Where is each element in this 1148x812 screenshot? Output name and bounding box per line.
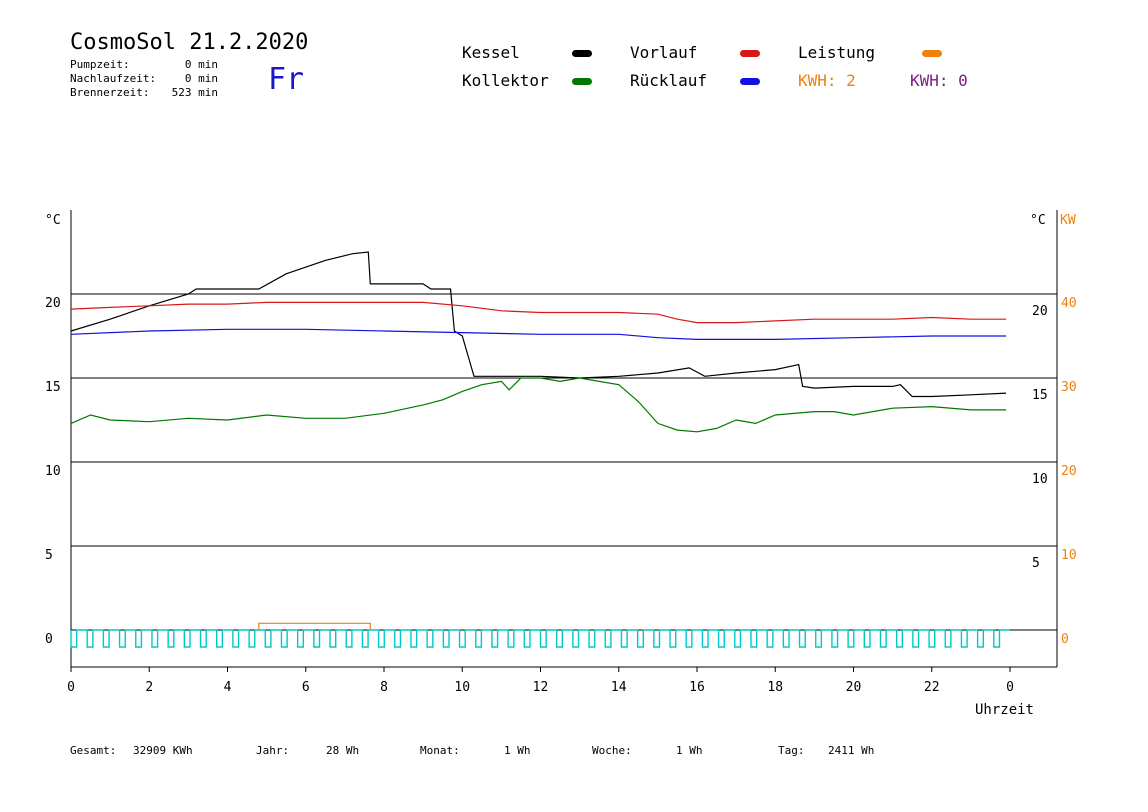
legend-ruecklauf-label: Rücklauf: [630, 71, 708, 90]
x-tick-label-5: 10: [454, 680, 470, 695]
legend-kollektor-label: Kollektor: [462, 71, 549, 90]
kw-label-20: 20: [1061, 464, 1077, 479]
y-right-label-10: 10: [1032, 472, 1048, 487]
y-left-unit: °C: [45, 213, 61, 228]
x-tick-label-7: 14: [611, 680, 627, 695]
x-tick-label-2: 4: [224, 680, 232, 695]
x-tick-label-1: 2: [145, 680, 153, 695]
y-left-label-15: 15: [45, 380, 61, 395]
weekday-label: Fr: [268, 62, 305, 97]
x-tick-label-6: 12: [533, 680, 549, 695]
y-left-label-0: 0: [45, 632, 53, 647]
footer-monat-value: 1 Wh: [504, 744, 531, 757]
stat-pumpzeit-value: 0 min: [184, 58, 218, 71]
x-tick-label-10: 20: [846, 680, 862, 695]
x-tick-label-3: 6: [302, 680, 310, 695]
pump-pulse-wave: [70, 629, 1010, 648]
x-tick-label-4: 8: [380, 680, 388, 695]
chart-axes: [70, 210, 1058, 672]
chart-grid: [71, 293, 1057, 631]
y-right-unit: °C: [1030, 213, 1046, 228]
kw-label-30: 30: [1061, 380, 1077, 395]
footer-jahr-value: 28 Wh: [326, 744, 360, 757]
y-right-label-5: 5: [1032, 556, 1040, 571]
footer-gesamt-value: 32909 KWh: [133, 744, 193, 757]
legend-vorlauf-swatch: [740, 50, 760, 57]
y-right-label-20: 20: [1032, 304, 1048, 319]
x-tick-label-12: 0: [1006, 680, 1014, 695]
x-tick-label-0: 0: [67, 680, 75, 695]
kw-label-0: 0: [1061, 632, 1069, 647]
footer-tag-value: 2411 Wh: [828, 744, 875, 757]
legend-leistung-swatch: [922, 50, 942, 57]
x-tick-label-11: 22: [924, 680, 940, 695]
series-line-kessel: [70, 251, 1007, 398]
kw-unit: KW: [1060, 213, 1076, 228]
footer-gesamt-label: Gesamt:: [70, 744, 117, 757]
pump-pulses: [70, 629, 1010, 648]
footer-monat-label: Monat:: [420, 744, 460, 757]
stat-brennerzeit-label: Brennerzeit:: [70, 86, 150, 99]
chart-series: [70, 251, 1007, 630]
y-left-label-20: 20: [45, 296, 61, 311]
legend-kessel-label: Kessel: [462, 43, 520, 62]
stat-nachlaufzeit-label: Nachlaufzeit:: [70, 72, 157, 85]
legend-kwh-1: KWH: 2: [798, 71, 856, 90]
stat-brennerzeit-value: 523 min: [171, 86, 218, 99]
stat-pumpzeit-label: Pumpzeit:: [70, 58, 130, 71]
series-line-ruecklauf: [70, 328, 1007, 340]
series-line-vorlauf: [70, 301, 1007, 324]
series-line-leistung: [258, 622, 371, 630]
legend-leistung-label: Leistung: [798, 43, 876, 62]
series-line-kollektor: [70, 377, 1007, 433]
chart-labels: 0 2 4 6 8 10 12 14 16 18 20 22 0 0 5 10 15 20 5 10 15 20 0 10 20…: [45, 213, 1077, 718]
footer-woche-value: 1 Wh: [676, 744, 703, 757]
kw-label-40: 40: [1061, 296, 1077, 311]
legend-kessel-swatch: [572, 50, 592, 57]
x-axis-label: Uhrzeit: [975, 702, 1034, 718]
footer-jahr-label: Jahr:: [256, 744, 290, 757]
footer-tag-label: Tag:: [778, 744, 805, 757]
x-tick-label-8: 16: [689, 680, 705, 695]
y-right-label-15: 15: [1032, 388, 1048, 403]
x-tick-label-9: 18: [767, 680, 783, 695]
legend-vorlauf-label: Vorlauf: [630, 43, 698, 62]
legend-kwh-2: KWH: 0: [910, 71, 968, 90]
stat-nachlaufzeit-value: 0 min: [184, 72, 218, 85]
y-left-label-10: 10: [45, 464, 61, 479]
legend-kollektor-swatch: [572, 78, 592, 85]
y-left-label-5: 5: [45, 548, 53, 563]
footer-woche-label: Woche:: [592, 744, 632, 757]
legend-ruecklauf-swatch: [740, 78, 760, 85]
kw-label-10: 10: [1061, 548, 1077, 563]
page-title: CosmoSol 21.2.2020: [70, 30, 309, 55]
